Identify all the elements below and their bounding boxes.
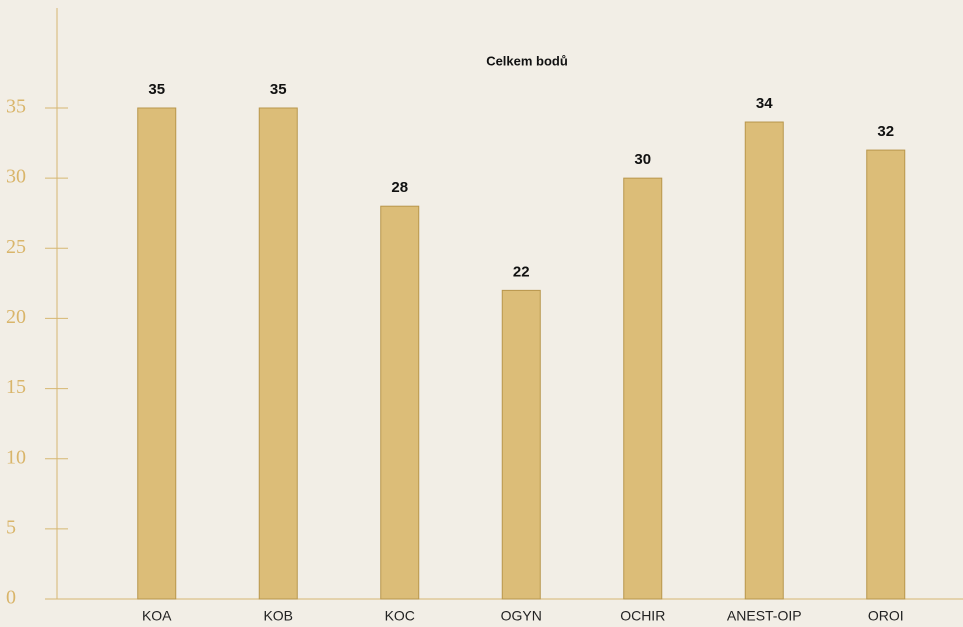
x-tick-label: KOB <box>263 608 293 624</box>
value-label: 34 <box>756 95 773 112</box>
x-tick-label: OCHIR <box>620 608 665 624</box>
x-tick-label: KOC <box>385 608 415 624</box>
value-label: 32 <box>877 123 894 140</box>
value-label: 30 <box>634 151 651 168</box>
y-tick-label: 15 <box>6 376 26 398</box>
x-tick-label: KOA <box>142 608 172 624</box>
bar <box>623 177 663 600</box>
bar <box>137 107 177 600</box>
y-tick-label: 10 <box>6 446 26 468</box>
y-tick-label: 25 <box>6 236 26 258</box>
value-label: 35 <box>270 81 287 98</box>
y-tick-label: 20 <box>6 306 26 328</box>
x-tick-label: ANEST-OIP <box>727 608 802 624</box>
value-label: 22 <box>513 263 530 280</box>
bar <box>866 149 906 600</box>
y-tick-label: 30 <box>6 166 26 188</box>
x-tick-label: OROI <box>868 608 904 624</box>
bar <box>258 107 298 600</box>
y-tick-label: 0 <box>6 587 16 609</box>
y-tick-label: 5 <box>6 516 16 538</box>
y-tick-label: 35 <box>6 96 26 118</box>
bar <box>501 289 541 600</box>
bar <box>380 205 420 600</box>
x-tick-label: OGYN <box>501 608 542 624</box>
value-label: 35 <box>148 81 165 98</box>
bar <box>744 121 784 600</box>
value-label: 28 <box>391 179 408 196</box>
chart-title: Celkem bodů <box>486 53 568 68</box>
